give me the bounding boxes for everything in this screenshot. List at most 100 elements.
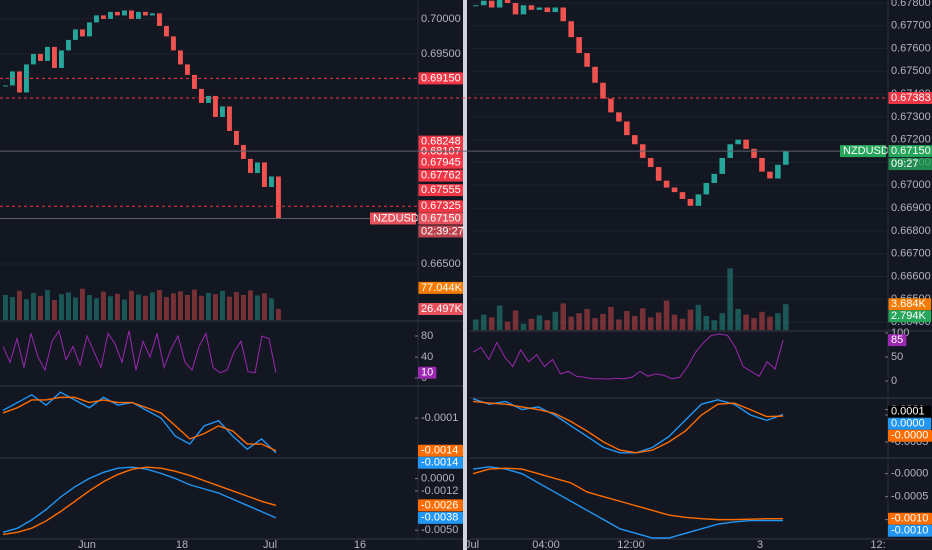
- volume-bar: [655, 312, 662, 330]
- volume-bar: [504, 321, 511, 330]
- candle: [544, 7, 551, 13]
- y-tick-label: 0.69500: [421, 48, 461, 60]
- volume-bar: [632, 316, 638, 330]
- candle: [269, 176, 274, 187]
- volume-bar: [73, 297, 78, 320]
- x-tick-label: 04:00: [532, 539, 560, 550]
- price-badge-label: 10: [421, 367, 433, 379]
- countdown-label: 09:27: [891, 158, 919, 170]
- y-tick-label: 0.66500: [421, 258, 461, 270]
- candle: [624, 121, 630, 136]
- rsi-line: [2, 329, 277, 374]
- candle: [185, 64, 190, 75]
- price-badge-label: -0.0000: [891, 430, 928, 442]
- candle: [743, 139, 749, 149]
- price-badge: [888, 429, 932, 442]
- candle: [108, 11, 113, 19]
- candle: [687, 198, 694, 206]
- candle: [59, 50, 64, 68]
- price-badge: [888, 334, 907, 347]
- y-tick-label: 0.67300: [891, 111, 931, 123]
- volume-bar: [759, 311, 765, 330]
- candle: [150, 13, 155, 16]
- volume-bar: [80, 288, 85, 320]
- volume-bar: [52, 300, 57, 320]
- candle: [276, 176, 281, 219]
- volume-bar: [568, 316, 574, 330]
- volume-bar: [150, 292, 155, 320]
- volume-bar: [600, 313, 606, 330]
- candle: [73, 29, 78, 40]
- candle: [248, 158, 253, 173]
- volume-bar: [767, 316, 773, 330]
- price-badge: [418, 444, 463, 457]
- x-tick-label: 18: [176, 539, 188, 550]
- candle: [129, 10, 134, 19]
- candle: [496, 0, 503, 8]
- candle: [592, 66, 598, 83]
- volume-bar: [122, 299, 127, 320]
- volume-bar: [185, 295, 190, 320]
- volume-bar: [66, 292, 71, 320]
- price-badge: [888, 310, 932, 323]
- volume-bar: [751, 318, 757, 330]
- candle: [584, 53, 590, 67]
- price-badge: [418, 184, 463, 197]
- volume-bar: [59, 294, 64, 320]
- volume-bar: [157, 290, 162, 320]
- volume-bar: [241, 295, 246, 320]
- volume-bar: [199, 295, 204, 320]
- y-tick-label: 0.67200: [891, 134, 931, 146]
- indicator-line: [472, 466, 784, 539]
- volume-bar: [178, 291, 183, 320]
- volume-bar: [576, 313, 582, 330]
- candle: [632, 135, 638, 145]
- volume-bar: [164, 297, 169, 320]
- candle: [199, 88, 204, 103]
- price-badge: [888, 512, 932, 525]
- volume-bar: [695, 304, 702, 330]
- countdown-label: 02:39:27: [421, 225, 464, 237]
- volume-bar: [647, 317, 654, 330]
- price-badge-label: -0.0026: [421, 499, 458, 511]
- x-tick-label: 16: [354, 539, 366, 550]
- candle: [52, 46, 57, 68]
- candle: [512, 2, 519, 15]
- y-tick-label: -0.0050: [421, 524, 458, 536]
- volume-bar: [10, 297, 15, 320]
- volume-bar: [276, 308, 281, 320]
- price-badge-label: 85: [891, 334, 903, 346]
- price-badge: [888, 298, 932, 311]
- candle: [66, 39, 71, 51]
- volume-bar: [213, 294, 218, 320]
- volume-bar: [528, 318, 535, 330]
- x-tick-label: 3: [757, 539, 763, 550]
- candle: [647, 157, 654, 168]
- volume-bar: [171, 293, 176, 320]
- volume-bar: [94, 298, 99, 320]
- volume-bar: [584, 309, 590, 330]
- volume-bar: [488, 317, 495, 330]
- volume-bar: [719, 313, 726, 330]
- volume-bar: [192, 289, 197, 320]
- candle: [473, 5, 479, 7]
- volume-bar: [143, 295, 148, 320]
- candle: [703, 183, 710, 195]
- volume-bar: [206, 292, 211, 320]
- volume-bar: [31, 292, 36, 320]
- candle: [227, 106, 232, 131]
- candle: [87, 22, 92, 37]
- candle: [759, 157, 765, 172]
- volume-bar: [255, 295, 260, 320]
- candle: [663, 180, 670, 188]
- candle: [767, 171, 773, 179]
- candle: [488, 0, 495, 8]
- price-badge-label: 0.67383: [891, 92, 931, 104]
- candle: [262, 162, 267, 187]
- volume-bar: [552, 311, 559, 330]
- volume-bar: [544, 320, 551, 330]
- candle: [94, 15, 99, 23]
- candle: [17, 71, 22, 93]
- price-badge: [418, 72, 463, 85]
- x-tick-label: 12:: [870, 539, 885, 550]
